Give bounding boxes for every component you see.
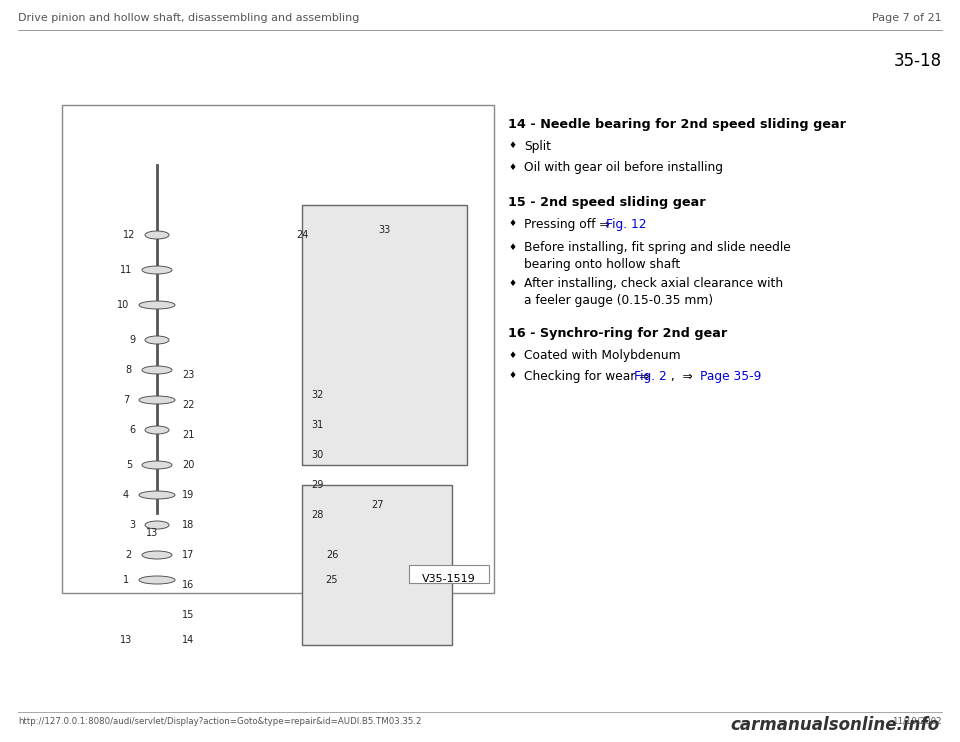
Text: carmanualsonline.info: carmanualsonline.info	[730, 716, 939, 734]
Text: 31: 31	[311, 420, 324, 430]
Text: Pressing off ⇒: Pressing off ⇒	[524, 218, 613, 231]
Text: 9: 9	[129, 335, 135, 345]
Text: 24: 24	[296, 230, 308, 240]
Text: ,  ⇒: , ⇒	[667, 370, 697, 383]
Ellipse shape	[145, 336, 169, 344]
Text: 2: 2	[126, 550, 132, 560]
Text: http://127.0.0.1:8080/audi/servlet/Display?action=Goto&type=repair&id=AUDI.B5.TM: http://127.0.0.1:8080/audi/servlet/Displ…	[18, 717, 421, 726]
Text: 14 - Needle bearing for 2nd speed sliding gear: 14 - Needle bearing for 2nd speed slidin…	[508, 118, 846, 131]
Text: V35-1519: V35-1519	[422, 574, 476, 584]
Text: 27: 27	[371, 500, 383, 510]
Ellipse shape	[145, 521, 169, 529]
Text: Coated with Molybdenum: Coated with Molybdenum	[524, 349, 681, 362]
Text: 21: 21	[182, 430, 194, 440]
Text: 15 - 2nd speed sliding gear: 15 - 2nd speed sliding gear	[508, 196, 706, 209]
Ellipse shape	[139, 396, 175, 404]
Text: 28: 28	[311, 510, 324, 520]
Ellipse shape	[139, 491, 175, 499]
Text: a feeler gauge (0.15-0.35 mm): a feeler gauge (0.15-0.35 mm)	[524, 294, 713, 307]
Bar	[409, 565, 489, 583]
Text: 8: 8	[126, 365, 132, 375]
Text: 17: 17	[182, 550, 194, 560]
Ellipse shape	[139, 301, 175, 309]
Text: 5: 5	[126, 460, 132, 470]
Text: ♦: ♦	[509, 372, 517, 381]
Text: 32: 32	[311, 390, 324, 400]
Text: ♦: ♦	[509, 162, 517, 171]
Text: Page 35-9: Page 35-9	[700, 370, 761, 383]
Text: Before installing, fit spring and slide needle: Before installing, fit spring and slide …	[524, 241, 791, 254]
Bar	[62, 105, 494, 593]
Text: 7: 7	[123, 395, 129, 405]
Text: 16: 16	[182, 580, 194, 590]
Bar	[302, 485, 452, 645]
Text: ♦: ♦	[509, 220, 517, 229]
Text: Fig. 12: Fig. 12	[607, 218, 647, 231]
Text: 20: 20	[182, 460, 194, 470]
Text: 4: 4	[123, 490, 129, 500]
Text: 6: 6	[129, 425, 135, 435]
Text: Page 7 of 21: Page 7 of 21	[873, 13, 942, 23]
Text: 22: 22	[182, 400, 195, 410]
Text: 35-18: 35-18	[894, 52, 942, 70]
Text: 15: 15	[182, 610, 194, 620]
Ellipse shape	[142, 266, 172, 274]
Text: bearing onto hollow shaft: bearing onto hollow shaft	[524, 258, 681, 271]
Text: Fig. 2: Fig. 2	[634, 370, 667, 383]
Text: 13: 13	[120, 635, 132, 645]
Ellipse shape	[145, 426, 169, 434]
Text: 25: 25	[325, 575, 338, 585]
Text: Split: Split	[524, 140, 551, 153]
Text: 10: 10	[117, 300, 129, 310]
Text: ♦: ♦	[509, 243, 517, 252]
Text: ♦: ♦	[509, 278, 517, 287]
Ellipse shape	[142, 366, 172, 374]
Ellipse shape	[142, 461, 172, 469]
Text: 1: 1	[123, 575, 129, 585]
Text: ♦: ♦	[509, 142, 517, 151]
Text: 33: 33	[378, 225, 391, 235]
Text: 16 - Synchro-ring for 2nd gear: 16 - Synchro-ring for 2nd gear	[508, 327, 728, 340]
Ellipse shape	[139, 576, 175, 584]
Ellipse shape	[142, 551, 172, 559]
Text: 29: 29	[311, 480, 324, 490]
Text: 14: 14	[182, 635, 194, 645]
Text: ♦: ♦	[509, 350, 517, 360]
Text: 11/19/2002: 11/19/2002	[893, 717, 942, 726]
Bar	[302, 205, 467, 465]
Text: Oil with gear oil before installing: Oil with gear oil before installing	[524, 161, 723, 174]
Text: 30: 30	[311, 450, 324, 460]
Text: 26: 26	[325, 550, 338, 560]
Text: Checking for wear ⇒: Checking for wear ⇒	[524, 370, 654, 383]
Text: 19: 19	[182, 490, 194, 500]
Text: 11: 11	[120, 265, 132, 275]
Text: 18: 18	[182, 520, 194, 530]
Text: 13: 13	[146, 528, 158, 538]
Text: 23: 23	[182, 370, 194, 380]
Text: After installing, check axial clearance with: After installing, check axial clearance …	[524, 277, 783, 290]
Ellipse shape	[145, 231, 169, 239]
Text: 3: 3	[129, 520, 135, 530]
Text: Drive pinion and hollow shaft, disassembling and assembling: Drive pinion and hollow shaft, disassemb…	[18, 13, 359, 23]
Text: 12: 12	[123, 230, 135, 240]
